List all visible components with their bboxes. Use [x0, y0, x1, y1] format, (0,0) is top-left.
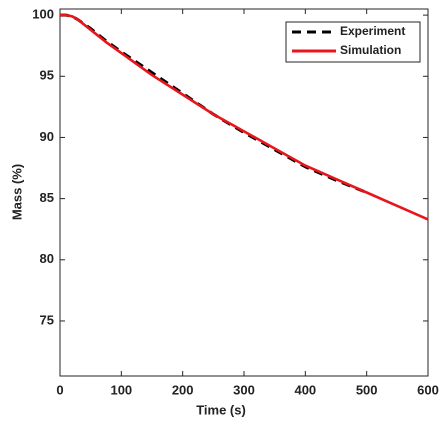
legend-label: Simulation: [340, 43, 401, 57]
x-tick-label: 100: [110, 382, 132, 397]
x-tick-label: 400: [294, 382, 316, 397]
y-tick-label: 75: [40, 312, 54, 327]
legend-label: Experiment: [340, 24, 405, 38]
y-axis-label: Mass (%): [9, 164, 24, 220]
y-tick-label: 85: [40, 190, 54, 205]
y-tick-label: 100: [32, 7, 54, 22]
x-tick-label: 300: [233, 382, 255, 397]
y-tick-label: 95: [40, 68, 54, 83]
legend-box: [285, 21, 421, 63]
x-tick-label: 500: [356, 382, 378, 397]
y-tick-label: 90: [40, 129, 54, 144]
x-tick-label: 200: [172, 382, 194, 397]
plot-frame: [59, 8, 429, 377]
series-line: [60, 13, 429, 221]
x-tick-label: 0: [56, 382, 63, 397]
y-tick-label: 80: [40, 251, 54, 266]
x-tick-label: 600: [417, 382, 439, 397]
x-axis-label: Time (s): [196, 402, 246, 417]
